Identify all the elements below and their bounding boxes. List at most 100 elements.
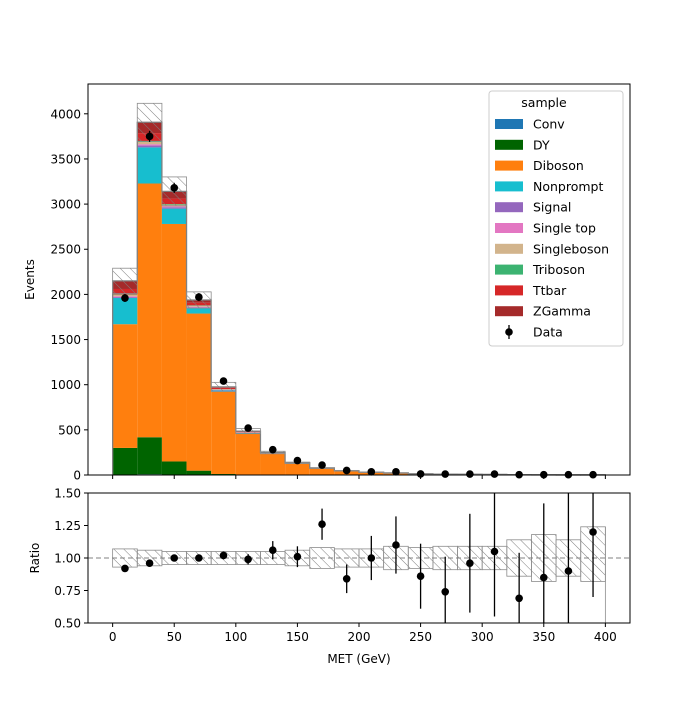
ratio-point-17: [540, 574, 548, 582]
data-point-11: [392, 468, 400, 476]
ratio-point-1: [146, 559, 154, 567]
legend-swatch-ttbar: [495, 285, 523, 295]
bar-diboson-bin-8: [310, 468, 335, 475]
legend-swatch-nonprompt: [495, 181, 523, 191]
legend-swatch-single-top: [495, 223, 523, 233]
legend-data-marker: [505, 328, 513, 336]
ratio-point-14: [466, 559, 474, 567]
legend-label-single-top: Single top: [533, 221, 596, 236]
legend-label-data: Data: [533, 325, 563, 340]
data-point-0: [121, 294, 129, 302]
bar-diboson-bin-0: [113, 324, 138, 448]
data-point-5: [244, 424, 252, 432]
bar-nonprompt-bin-1: [137, 147, 162, 183]
mc-uncertainty-bin-0: [113, 268, 138, 293]
ratio-xtick-label-2: 100: [224, 630, 247, 644]
main-ytick-label-8: 4000: [50, 107, 81, 121]
ratio-y-axis-label: Ratio: [28, 543, 42, 574]
legend-swatch-diboson: [495, 161, 523, 171]
data-point-14: [466, 470, 474, 478]
legend-label-nonprompt: Nonprompt: [533, 179, 603, 194]
ratio-ytick-label-1: 0.75: [54, 584, 81, 598]
main-ytick-label-3: 1500: [50, 333, 81, 347]
legend-swatch-triboson: [495, 265, 523, 275]
ratio-y-ticks: 0.500.751.001.251.50: [54, 487, 88, 631]
legend-label-dy: DY: [533, 137, 550, 152]
bar-dy-bin-3: [187, 471, 212, 475]
main-ytick-label-0: 0: [73, 469, 81, 483]
bar-diboson-bin-1: [137, 184, 162, 438]
ratio-point-2: [170, 554, 178, 562]
data-point-1: [146, 133, 154, 141]
legend-swatch-dy: [495, 140, 523, 150]
ratio-xtick-label-8: 400: [594, 630, 617, 644]
legend-label-singleboson: Singleboson: [533, 241, 609, 256]
ratio-point-12: [417, 572, 425, 580]
ratio-xtick-label-1: 50: [167, 630, 182, 644]
bar-signal-bin-1: [137, 146, 162, 148]
ratio-xtick-label-5: 250: [409, 630, 432, 644]
bar-single-top-bin-1: [137, 144, 162, 145]
legend-title: sample: [521, 95, 567, 110]
data-point-9: [343, 467, 351, 475]
bar-dy-bin-1: [137, 437, 162, 474]
ratio-xtick-label-4: 200: [348, 630, 371, 644]
ratio-point-5: [244, 556, 252, 564]
bar-diboson-bin-7: [285, 464, 310, 475]
main-ytick-label-4: 2000: [50, 288, 81, 302]
bar-signal-bin-2: [162, 207, 187, 208]
legend-swatch-signal: [495, 202, 523, 212]
legend-swatch-conv: [495, 119, 523, 129]
legend-swatch-zgamma: [495, 306, 523, 316]
data-point-2: [170, 184, 178, 192]
ratio-point-9: [343, 575, 351, 583]
main-y-axis-label: Events: [23, 259, 37, 300]
ratio-point-6: [269, 546, 277, 554]
ratio-point-18: [565, 567, 573, 575]
ratio-xtick-label-7: 350: [532, 630, 555, 644]
ratio-point-10: [368, 554, 376, 562]
ratio-point-19: [589, 528, 597, 536]
legend-label-signal: Signal: [533, 200, 571, 215]
bar-single-top-bin-2: [162, 206, 187, 207]
data-point-4: [220, 377, 228, 385]
bar-nonprompt-bin-3: [187, 308, 212, 313]
bar-dy-bin-2: [162, 461, 187, 474]
main-ytick-label-7: 3500: [50, 152, 81, 166]
ratio-xtick-label-3: 150: [286, 630, 309, 644]
legend-label-triboson: Triboson: [532, 262, 585, 277]
legend-swatch-singleboson: [495, 244, 523, 254]
data-point-15: [491, 470, 499, 478]
x-axis-label: MET (GeV): [327, 652, 390, 666]
ratio-ytick-label-0: 0.50: [54, 617, 81, 631]
main-ytick-label-1: 500: [58, 423, 81, 437]
data-point-7: [294, 457, 302, 465]
bar-singleboson-bin-1: [137, 142, 162, 144]
ratio-point-16: [515, 595, 523, 603]
data-point-3: [195, 293, 203, 301]
bar-dy-bin-0: [113, 448, 138, 475]
ratio-xtick-label-6: 300: [471, 630, 494, 644]
ratio-ytick-label-4: 1.50: [54, 487, 81, 501]
legend-label-zgamma: ZGamma: [533, 304, 591, 319]
bar-diboson-bin-3: [187, 314, 212, 471]
data-point-8: [318, 461, 326, 469]
ratio-point-13: [441, 588, 449, 596]
legend: sampleConvDYDibosonNonpromptSignalSingle…: [489, 91, 623, 346]
ratio-point-4: [220, 552, 228, 560]
ratio-point-3: [195, 554, 203, 562]
legend-label-diboson: Diboson: [533, 158, 584, 173]
bar-nonprompt-bin-2: [162, 209, 187, 224]
ratio-point-15: [491, 548, 499, 556]
bar-diboson-bin-2: [162, 224, 187, 461]
bar-diboson-bin-6: [260, 454, 285, 475]
data-point-6: [269, 446, 277, 454]
main-ytick-label-5: 2500: [50, 243, 81, 257]
ratio-ytick-label-2: 1.00: [54, 552, 81, 566]
ratio-point-8: [318, 520, 326, 528]
bar-diboson-bin-5: [236, 434, 261, 475]
